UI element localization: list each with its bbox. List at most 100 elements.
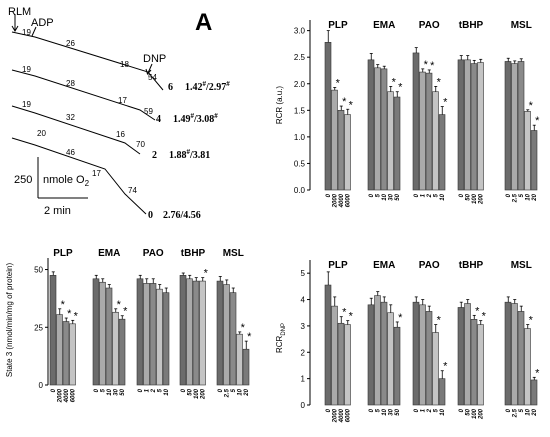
bar bbox=[504, 301, 512, 406]
bar bbox=[344, 114, 351, 191]
x-tick-label: 4000 bbox=[339, 408, 345, 423]
bar-group-plp: PLP 0 * 2000 * 4000 * 6000 bbox=[324, 20, 354, 208]
x-tick-label: 20 bbox=[532, 193, 538, 201]
adp-arrow-icon bbox=[31, 26, 37, 37]
bar bbox=[92, 278, 100, 386]
group-name-label: EMA bbox=[373, 260, 395, 271]
x-tick-label: 5 bbox=[157, 388, 163, 392]
bar bbox=[419, 71, 426, 191]
x-tick-label: 2.5 bbox=[512, 193, 518, 203]
y-tick-label: 0 bbox=[39, 381, 44, 390]
bar bbox=[477, 62, 484, 191]
bar bbox=[530, 130, 538, 191]
x-tick-label: 30 bbox=[113, 388, 119, 395]
bar bbox=[62, 321, 70, 386]
bar bbox=[419, 304, 426, 406]
x-tick-label: 2000 bbox=[57, 388, 63, 403]
x-tick-label: 10 bbox=[107, 388, 113, 395]
bar bbox=[118, 318, 126, 386]
group-name-label: EMA bbox=[98, 248, 120, 259]
y-tick-label: 0.0 bbox=[294, 186, 306, 195]
y-tick-label: 1.5 bbox=[294, 106, 306, 115]
bar-group-pao: PAO 0 * 1 * 2 * 5 * 10 bbox=[412, 20, 448, 201]
x-tick-label: 5 bbox=[519, 193, 525, 197]
bar bbox=[517, 311, 525, 406]
x-tick-label: 0 bbox=[414, 408, 420, 412]
bar bbox=[374, 67, 381, 191]
x-tick-label: 6000 bbox=[345, 408, 351, 422]
trace-conc: 4 bbox=[156, 114, 161, 125]
bar bbox=[105, 287, 113, 386]
x-tick-label: 10 bbox=[237, 388, 243, 395]
y-tick-label: 3.0 bbox=[294, 27, 306, 36]
y-tick-label: 0.5 bbox=[294, 159, 306, 168]
x-tick-label: 20 bbox=[532, 408, 538, 416]
bar bbox=[464, 303, 471, 406]
significance-star: * bbox=[241, 322, 246, 334]
bar bbox=[457, 59, 465, 191]
y-tick-label: 2.0 bbox=[294, 80, 306, 89]
bar bbox=[186, 278, 193, 386]
x-tick-label: 0 bbox=[369, 193, 375, 197]
x-tick-label: 10 bbox=[440, 408, 446, 415]
bar-group-msl: MSL 0 2.5 5 * 10 * 20 bbox=[216, 248, 252, 398]
significance-star: * bbox=[349, 311, 354, 323]
significance-star: * bbox=[336, 77, 341, 89]
x-tick-label: 0 bbox=[506, 193, 512, 197]
x-tick-label: 5 bbox=[375, 193, 381, 197]
bar bbox=[470, 63, 478, 191]
dnp-label: DNP bbox=[143, 53, 166, 65]
bar bbox=[179, 275, 187, 386]
x-tick-label: 10 bbox=[525, 193, 531, 200]
bar bbox=[524, 328, 531, 406]
group-name-label: PLP bbox=[53, 248, 73, 259]
y-tick-label: 1 bbox=[301, 375, 306, 384]
bar bbox=[367, 304, 375, 406]
bar bbox=[69, 323, 76, 386]
scale-time: 2 min bbox=[44, 205, 71, 217]
x-tick-label: 100 bbox=[472, 408, 478, 419]
bar bbox=[438, 378, 446, 406]
x-tick-label: 0 bbox=[414, 193, 420, 197]
bar bbox=[112, 311, 119, 386]
trace-slope: 32 bbox=[66, 113, 75, 122]
trace-ratio: 1.42#/2.97# bbox=[185, 80, 230, 93]
bar bbox=[432, 91, 439, 191]
x-tick-label: 50 bbox=[395, 408, 401, 415]
significance-star: * bbox=[123, 306, 128, 318]
trace-ratio: 1.49#/3.08# bbox=[173, 112, 218, 125]
x-tick-label: 2 bbox=[151, 388, 157, 393]
bar-group-ema: EMA 0 5 10 * 30 * 50 bbox=[92, 248, 128, 396]
bar bbox=[438, 114, 446, 191]
x-tick-label: 1 bbox=[420, 193, 426, 197]
bar bbox=[477, 324, 484, 406]
x-tick-label: 0 bbox=[369, 408, 375, 412]
bar bbox=[367, 59, 375, 191]
trace-slope: 74 bbox=[128, 186, 137, 195]
x-tick-label: 0 bbox=[459, 193, 465, 197]
group-name-label: tBHP bbox=[459, 20, 484, 31]
significance-star: * bbox=[247, 331, 252, 343]
group-name-label: PAO bbox=[419, 20, 440, 31]
bar-group-ema: EMA 0 5 10 30 * 50 bbox=[367, 260, 403, 416]
x-tick-label: 50 bbox=[395, 193, 401, 200]
significance-star: * bbox=[74, 310, 79, 322]
rlm-label: RLM bbox=[8, 6, 31, 18]
x-tick-label: 0 bbox=[181, 388, 187, 392]
x-tick-label: 2 bbox=[427, 408, 433, 413]
bar bbox=[380, 68, 388, 191]
bar-group-plp: PLP 0 2000 * 4000 * 6000 bbox=[324, 260, 354, 423]
x-tick-label: 30 bbox=[388, 193, 394, 200]
bar bbox=[162, 292, 170, 386]
x-tick-label: 100 bbox=[194, 388, 200, 399]
trace-slope: 46 bbox=[66, 148, 75, 157]
x-tick-label: 0 bbox=[506, 408, 512, 412]
group-name-label: PAO bbox=[419, 260, 440, 271]
significance-star: * bbox=[117, 299, 122, 311]
significance-star: * bbox=[342, 307, 347, 319]
bar bbox=[236, 333, 243, 386]
x-tick-label: 50 bbox=[465, 193, 471, 200]
x-tick-label: 1 bbox=[144, 388, 150, 392]
